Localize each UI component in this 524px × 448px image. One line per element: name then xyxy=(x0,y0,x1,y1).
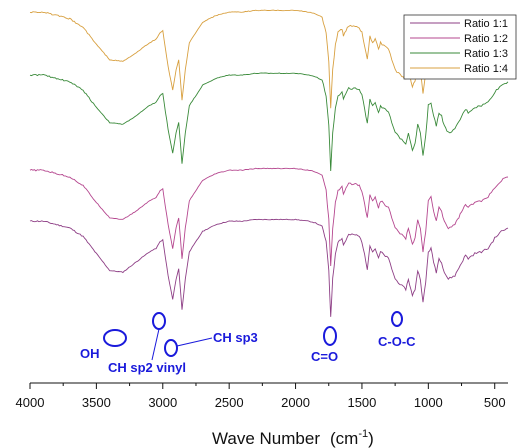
annotation-leader-vinyl xyxy=(151,328,160,361)
x-tick-label: 2500 xyxy=(215,395,244,410)
x-tick-label: 4000 xyxy=(16,395,45,410)
x-tick-label: 3500 xyxy=(82,395,111,410)
annotation-circle-2 xyxy=(152,312,166,330)
legend-label-3: Ratio 1:3 xyxy=(464,48,508,60)
annotation-label-3: CH sp3 xyxy=(213,330,258,345)
annotation-label-4: C=O xyxy=(311,349,338,364)
annotation-circle-4 xyxy=(323,326,337,346)
annotation-leader-sp3 xyxy=(176,337,213,347)
annotation-label-2: CH sp2 vinyl xyxy=(108,360,186,375)
legend-label-1: Ratio 1:1 xyxy=(464,18,508,30)
annotation-circle-5 xyxy=(391,311,403,327)
x-axis-unit: (cm-1) xyxy=(330,428,374,448)
legend-label-4: Ratio 1:4 xyxy=(464,63,508,75)
legend-label-2: Ratio 1:2 xyxy=(464,33,508,45)
x-axis-unit-base: cm xyxy=(336,429,359,448)
x-axis-unit-paren-open: ( xyxy=(330,429,336,448)
x-axis-unit-paren-close: ) xyxy=(368,429,374,448)
x-tick-layer: 4000 3500 3000 2500 2000 1500 1000 500 xyxy=(16,383,506,410)
x-tick-label: 500 xyxy=(484,395,506,410)
annotation-label-1: OH xyxy=(80,346,100,361)
x-tick-label: 1000 xyxy=(414,395,443,410)
annotation-layer: OH CH sp2 vinyl CH sp3 C=O C-O-C xyxy=(80,311,416,375)
x-axis-title: Wave Number xyxy=(212,429,320,448)
x-tick-label: 2000 xyxy=(281,395,310,410)
annotation-circle-3 xyxy=(164,339,178,357)
x-tick-label: 3000 xyxy=(148,395,177,410)
series-line-1 xyxy=(29,218,509,317)
x-axis-unit-exponent: -1 xyxy=(358,428,368,440)
annotation-label-5: C-O-C xyxy=(378,334,416,349)
legend: Ratio 1:1 Ratio 1:2 Ratio 1:3 Ratio 1:4 xyxy=(403,14,517,80)
x-tick-label: 1500 xyxy=(347,395,376,410)
series-line-2 xyxy=(29,167,509,267)
annotation-circle-1 xyxy=(103,329,127,347)
series-line-3 xyxy=(29,72,509,172)
